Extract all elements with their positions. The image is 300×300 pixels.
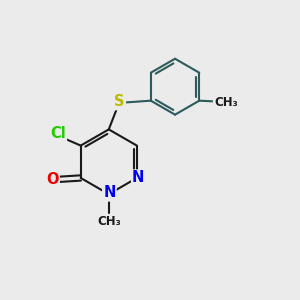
Text: CH₃: CH₃ bbox=[214, 96, 238, 109]
Text: N: N bbox=[132, 170, 145, 185]
Text: S: S bbox=[114, 94, 125, 109]
Text: Cl: Cl bbox=[50, 126, 66, 141]
Text: O: O bbox=[46, 172, 59, 187]
Text: N: N bbox=[103, 185, 116, 200]
Text: CH₃: CH₃ bbox=[97, 215, 121, 228]
